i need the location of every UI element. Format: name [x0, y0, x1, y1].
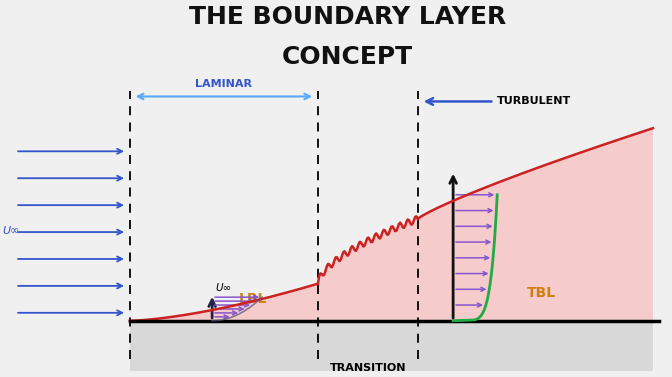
Text: TBL: TBL [527, 286, 556, 300]
Text: U∞: U∞ [216, 284, 232, 293]
Text: THE BOUNDARY LAYER: THE BOUNDARY LAYER [189, 5, 506, 29]
Text: TURBULENT: TURBULENT [497, 97, 571, 106]
Text: LAMINAR: LAMINAR [196, 78, 253, 89]
Polygon shape [130, 128, 653, 321]
FancyBboxPatch shape [130, 321, 653, 371]
Text: U∞: U∞ [3, 226, 19, 236]
Text: LBL: LBL [239, 292, 267, 306]
Text: CONCEPT: CONCEPT [282, 44, 413, 69]
Text: TRANSITION: TRANSITION [330, 363, 406, 372]
